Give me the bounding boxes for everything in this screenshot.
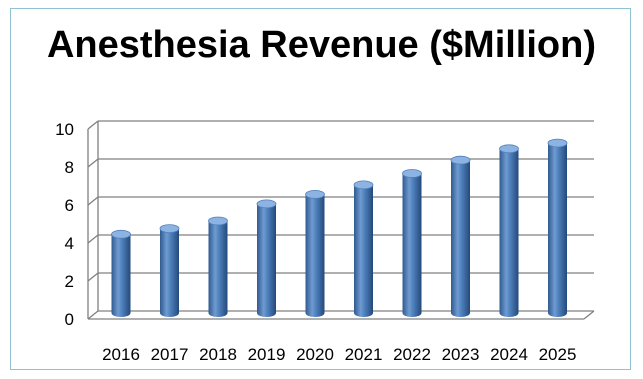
x-tick-label: 2017: [151, 345, 189, 364]
gridline-depth: [87, 272, 99, 282]
gridline-depth: [87, 120, 99, 130]
x-tick-label: 2016: [102, 345, 140, 364]
bar-2016: [111, 229, 131, 317]
bar-body: [548, 143, 567, 317]
bar-2017: [159, 224, 180, 317]
y-tick-label: 2: [65, 272, 74, 291]
bar-top: [499, 144, 519, 154]
bar-2019: [256, 199, 277, 317]
bar-2024: [499, 144, 519, 317]
bar-body: [257, 203, 276, 317]
bar-top: [353, 180, 374, 190]
bar-body: [111, 234, 131, 317]
y-tick-label: 10: [55, 120, 74, 139]
bar-2025: [547, 138, 568, 317]
bar-top: [402, 169, 422, 178]
bar-2020: [305, 189, 325, 317]
x-tick-label: 2022: [393, 345, 431, 364]
gridline-depth: [87, 158, 99, 168]
x-tick-label: 2020: [296, 345, 334, 364]
bar-2021: [353, 180, 374, 317]
bar-body: [451, 160, 470, 317]
bar-body: [402, 173, 422, 317]
bar-body: [499, 148, 519, 317]
gridline-depth: [87, 234, 99, 244]
floor-right-edge: [583, 310, 595, 320]
bar-body: [160, 228, 179, 317]
bar-top: [256, 199, 277, 209]
bar-top: [450, 155, 471, 165]
y-tick-label: 4: [65, 234, 74, 253]
bar-2023: [450, 155, 471, 317]
x-tick-label: 2018: [199, 345, 237, 364]
bar-body: [305, 194, 325, 317]
y-tick-label: 6: [65, 196, 74, 215]
bar-top: [208, 216, 228, 226]
y-tick-label: 8: [65, 158, 74, 177]
bar-body: [208, 221, 228, 317]
bar-top: [111, 229, 131, 239]
x-tick-label: 2024: [490, 345, 528, 364]
bar-top: [159, 224, 180, 234]
gridline-depth: [87, 196, 99, 206]
y-tick-label: 0: [65, 310, 74, 329]
x-tick-label: 2019: [248, 345, 286, 364]
bar-2022: [402, 169, 422, 317]
gridline-depth: [87, 310, 99, 320]
x-tick-label: 2025: [539, 345, 577, 364]
x-tick-label: 2021: [345, 345, 383, 364]
bar-top: [305, 189, 325, 199]
x-tick-label: 2023: [442, 345, 480, 364]
bar-top: [547, 138, 568, 148]
bar-2018: [208, 216, 228, 317]
bar-body: [354, 184, 373, 317]
chart-title: Anesthesia Revenue ($Million): [46, 24, 596, 66]
